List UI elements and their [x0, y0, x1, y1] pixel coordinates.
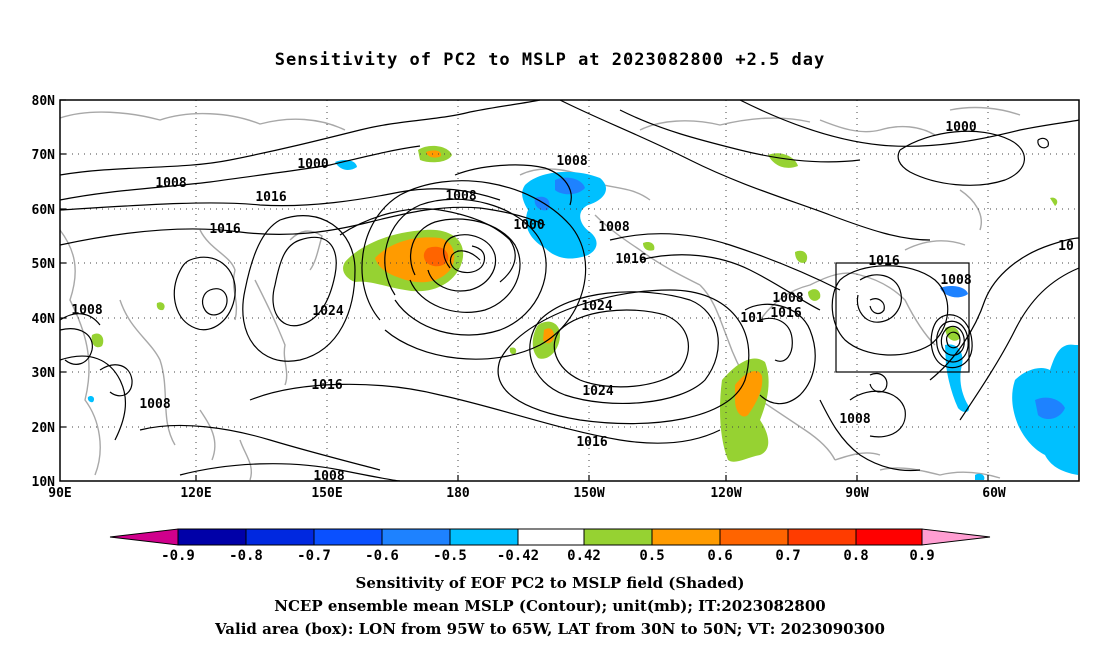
isobar-label: 1008	[445, 189, 476, 204]
colorbar-labels: -0.9 -0.8 -0.7 -0.6 -0.5 -0.42 0.42 0.5 …	[161, 548, 935, 564]
valid-area-box	[835, 262, 970, 373]
isobar-label: 1008	[139, 397, 170, 412]
colorbar-label: 0.42	[567, 548, 601, 564]
isobar-label: 1016	[209, 222, 240, 237]
shade-blue-bering-core	[555, 177, 585, 195]
isobar-label: 10	[1058, 239, 1074, 254]
isobar-label: 1016	[576, 435, 607, 450]
plot-title: Sensitivity of PC2 to MSLP at 2023082800…	[274, 50, 826, 70]
lat-label: 10N	[32, 475, 56, 490]
lon-label: 150W	[573, 486, 604, 501]
lon-labels: 90E 120E 150E 180 150W 120W 90W 60W	[48, 486, 1006, 501]
lat-label: 30N	[32, 366, 56, 381]
colorbar-label: -0.6	[365, 548, 399, 564]
colorbar-bin	[583, 528, 653, 546]
isobar-label: 1000	[945, 120, 976, 135]
shade-orange-east-pacific	[543, 328, 555, 344]
colorbar-left-triangle	[109, 528, 179, 546]
lon-label: 120E	[180, 486, 211, 501]
colorbar-bin	[245, 528, 315, 546]
colorbar-bin	[855, 528, 923, 546]
isobar-label: 1016	[868, 254, 899, 269]
colorbar	[109, 528, 991, 546]
colorbar-bin	[787, 528, 857, 546]
isobar-label: 1016	[615, 252, 646, 267]
colorbar-label: -0.8	[229, 548, 263, 564]
isobar-label: 1016	[255, 190, 286, 205]
isobar-label: 1008	[556, 154, 587, 169]
lon-label: 120W	[710, 486, 741, 501]
isobar-label: 1008	[155, 176, 186, 191]
colorbar-bin	[313, 528, 383, 546]
isobar-label: 1024	[581, 299, 612, 314]
shade-blue-bering	[522, 171, 607, 259]
lat-label: 40N	[32, 312, 56, 327]
shade-red-core	[423, 246, 449, 267]
colorbar-right-triangle	[921, 528, 991, 546]
caption-shaded: Sensitivity of EOF PC2 to MSLP field (Sh…	[355, 574, 745, 592]
isobar-label: 1008	[598, 220, 629, 235]
caption-contour: NCEP ensemble mean MSLP (Contour); unit(…	[274, 597, 826, 615]
lat-label: 60N	[32, 203, 56, 218]
isobar-label: 1008	[839, 412, 870, 427]
isobar-label: 1008	[772, 291, 803, 306]
shade-orange-mexico	[735, 370, 763, 417]
lon-label: 60W	[982, 486, 1006, 501]
colorbar-bin	[177, 528, 247, 546]
colorbar-bin	[517, 528, 585, 546]
plot-frame	[59, 99, 1080, 482]
isobar-label: 1008	[313, 469, 344, 484]
lon-label: 180	[446, 486, 470, 501]
isobar-label: 1016	[311, 378, 342, 393]
isobar-label: 1024	[582, 384, 613, 399]
lat-label: 20N	[32, 421, 56, 436]
colorbar-bin	[719, 528, 789, 546]
colorbar-label: -0.7	[297, 548, 331, 564]
colorbar-bin	[651, 528, 721, 546]
axis-ticks	[60, 99, 989, 481]
shading-negative	[87, 159, 1078, 480]
colorbar-bin	[449, 528, 519, 546]
colorbar-label: 0.8	[843, 548, 868, 564]
colorbar-label: 0.6	[707, 548, 732, 564]
lat-label: 50N	[32, 257, 56, 272]
colorbar-label: 0.5	[639, 548, 664, 564]
colorbar-label: -0.9	[161, 548, 195, 564]
colorbar-label: -0.5	[433, 548, 467, 564]
lon-label: 90W	[845, 486, 869, 501]
isobar-label: 1008	[940, 273, 971, 288]
isobar-label: 1000	[513, 218, 544, 233]
colorbar-label: -0.42	[497, 548, 539, 564]
isobar-labels: 1000 1008 1016 1008 1016 1008 1000 1008 …	[71, 120, 1074, 484]
lon-label: 150E	[311, 486, 342, 501]
isobars	[59, 99, 1080, 482]
isobar-label: 101	[740, 311, 764, 326]
lon-label: 90E	[48, 486, 71, 501]
colorbar-label: 0.9	[909, 548, 934, 564]
lat-labels: 80N 70N 60N 50N 40N 30N 20N 10N	[32, 94, 56, 490]
colorbar-bin	[381, 528, 451, 546]
isobar-label: 1008	[71, 303, 102, 318]
isobar-label: 1024	[312, 304, 343, 319]
caption-valid-area: Valid area (box): LON from 95W to 65W, L…	[215, 620, 885, 638]
lat-label: 70N	[32, 148, 56, 163]
lat-label: 80N	[32, 94, 56, 109]
isobar-label: 1016	[770, 306, 801, 321]
isobar-label: 1000	[297, 157, 328, 172]
colorbar-label: 0.7	[775, 548, 800, 564]
